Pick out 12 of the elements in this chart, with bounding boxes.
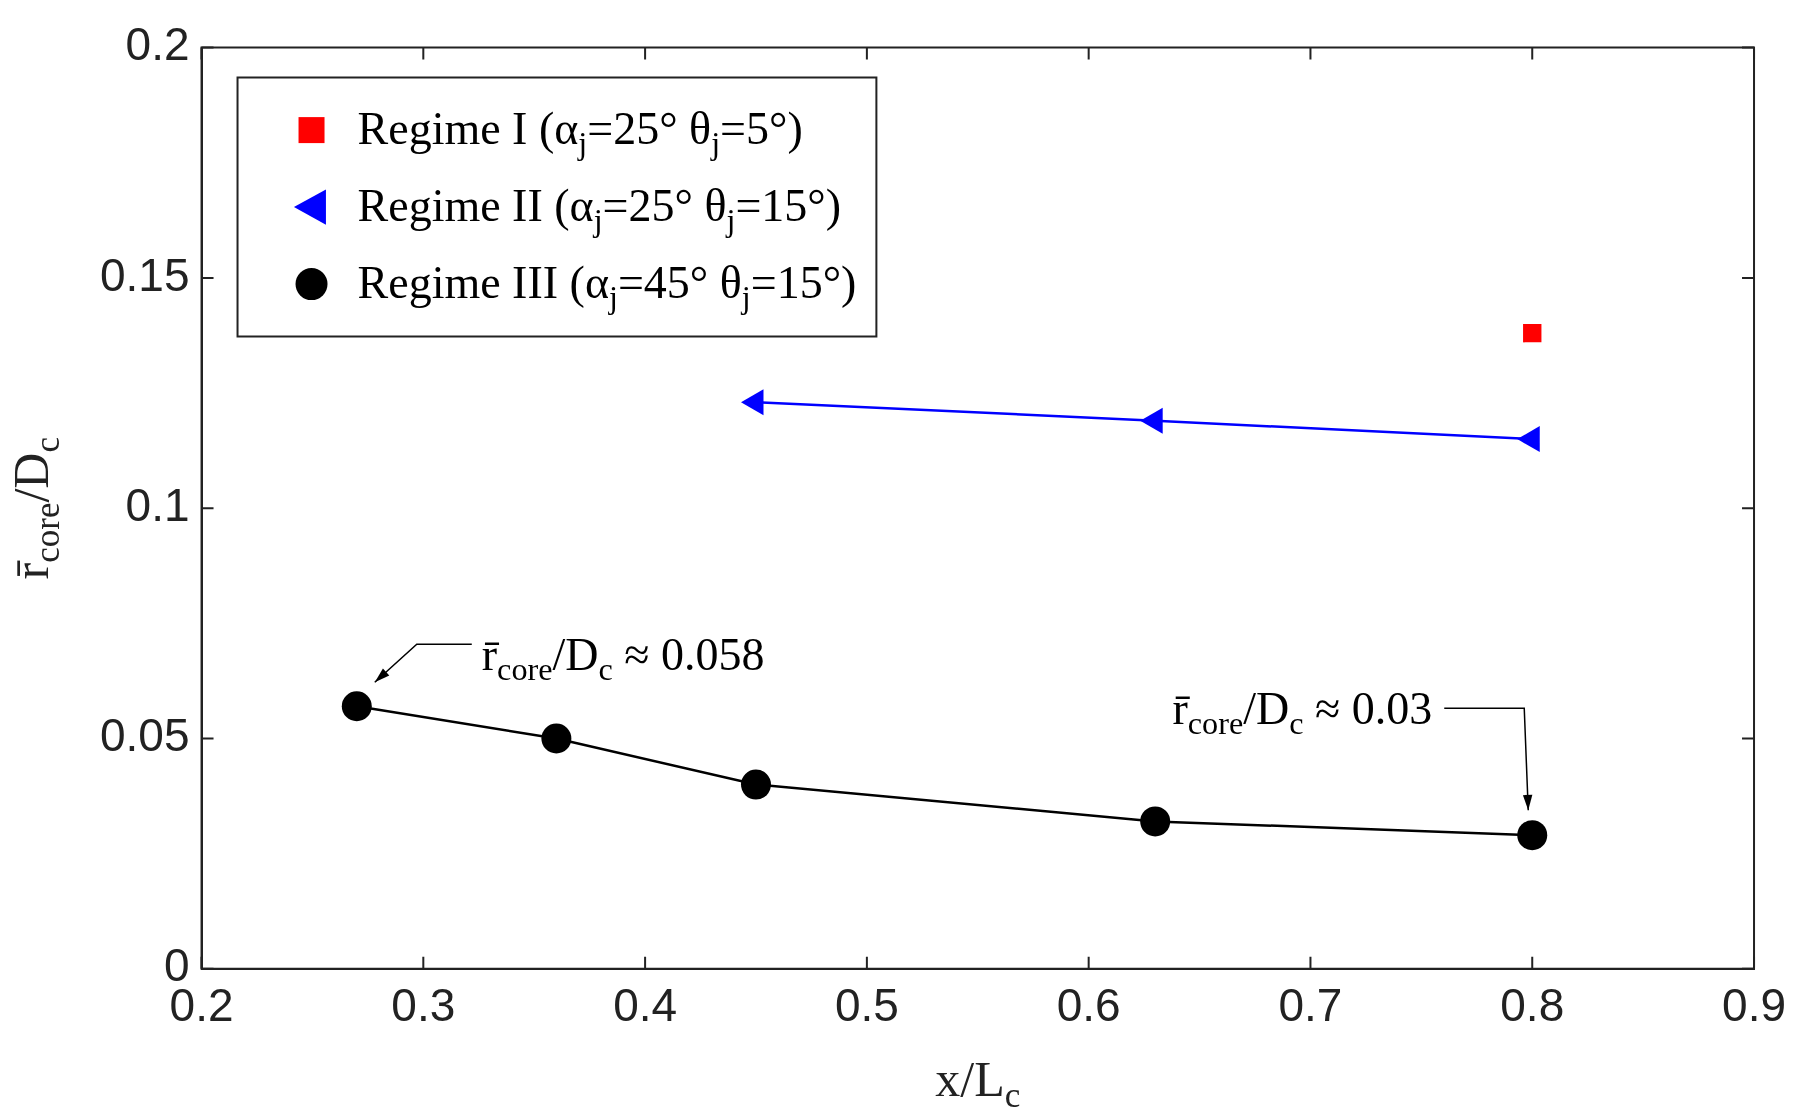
x-tick-label: 0.9: [1722, 979, 1786, 1032]
y-tick-label: 0.15: [100, 248, 190, 301]
y-tick-label: 0.1: [125, 478, 190, 531]
x-tick-label: 0.8: [1500, 979, 1565, 1032]
x-tick-label: 0.6: [1056, 979, 1121, 1032]
y-tick-label: 0.05: [100, 709, 190, 762]
y-tick-label: 0.2: [125, 18, 190, 71]
y-axis-title: r̄core/Dc: [3, 436, 67, 580]
x-tick-label: 0.4: [613, 979, 678, 1032]
x-tick-label: 0.3: [391, 979, 456, 1032]
x-tick-label: 0.7: [1278, 979, 1343, 1032]
x-tick-label: 0.5: [834, 979, 899, 1032]
